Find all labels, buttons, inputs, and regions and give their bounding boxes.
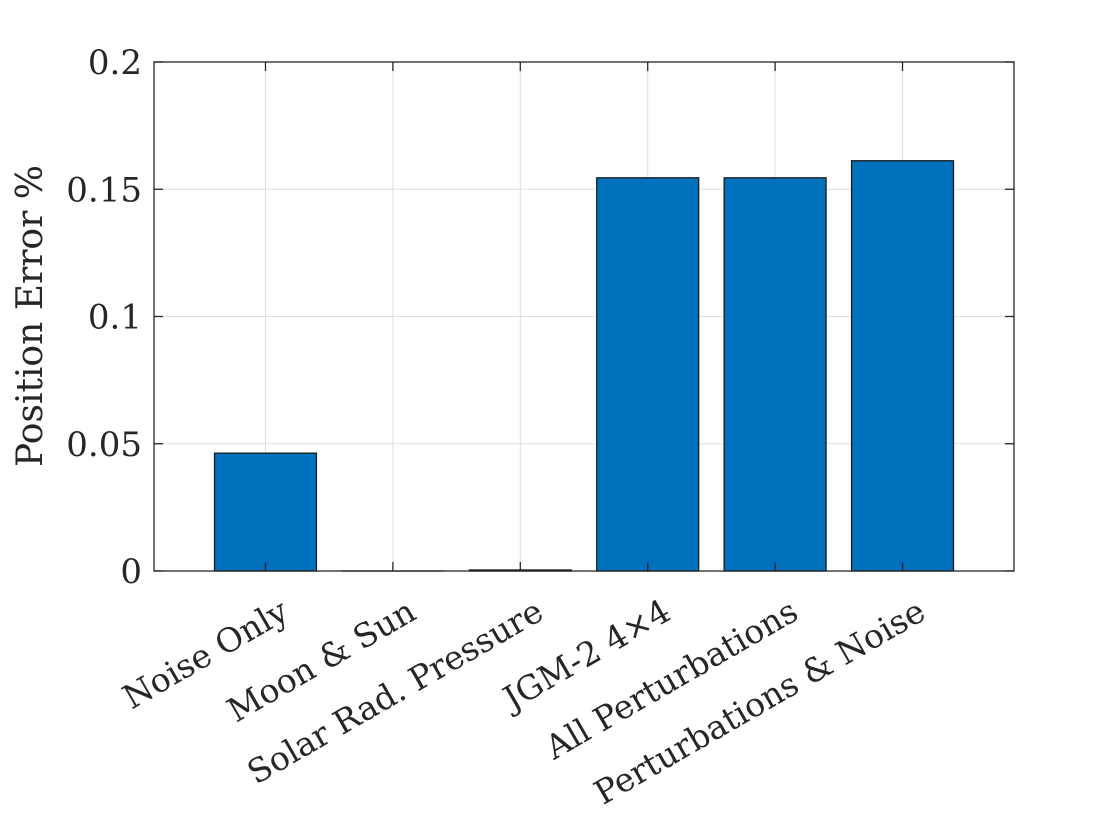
y-tick-label: 0.15 <box>66 170 142 210</box>
y-axis-label: Position Error % <box>10 165 51 467</box>
y-tick-label: 0.2 <box>88 43 142 83</box>
y-tick-label: 0 <box>120 552 142 592</box>
y-tick-label: 0.1 <box>88 298 142 338</box>
bars <box>213 160 955 572</box>
y-tick-labels: 0 0.05 0.1 0.15 0.2 <box>66 43 142 592</box>
y-tick-label: 0.05 <box>66 425 142 465</box>
bar <box>850 160 955 572</box>
bar <box>723 177 827 572</box>
bar <box>596 177 700 572</box>
tick-marks <box>154 61 1014 572</box>
bar <box>213 452 318 572</box>
